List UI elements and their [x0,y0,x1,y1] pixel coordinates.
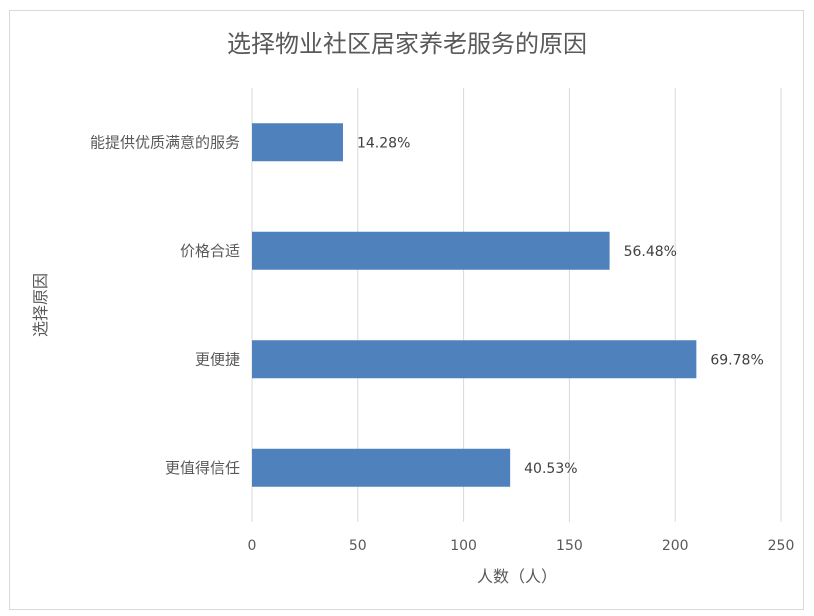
x-tick-label: 250 [768,538,795,554]
bars [252,123,697,487]
bar [252,123,343,162]
x-axis-title: 人数（人） [477,567,557,586]
chart-frame [9,10,804,610]
x-tick-label: 100 [450,538,477,554]
x-tick-label: 0 [248,538,257,554]
x-tick-label: 150 [556,538,583,554]
data-label: 14.28% [357,135,410,151]
bar [252,448,511,487]
data-labels: 14.28% 56.48% 69.78% 40.53% [357,135,764,477]
data-label: 40.53% [524,461,577,477]
bar [252,231,610,270]
data-label: 69.78% [710,352,763,368]
category-label: 更值得信任 [165,459,240,477]
x-tick-label: 50 [349,538,367,554]
x-tick-labels: 0 50 100 150 200 250 [248,538,795,554]
category-label: 价格合适 [180,242,240,260]
category-label: 能提供优质满意的服务 [90,133,240,151]
data-label: 56.48% [624,244,677,260]
category-label: 更便捷 [195,350,240,368]
x-tick-label: 200 [662,538,689,554]
chart-title: 选择物业社区居家养老服务的原因 [227,30,587,58]
bar [252,340,697,379]
y-axis-title: 选择原因 [31,273,50,337]
